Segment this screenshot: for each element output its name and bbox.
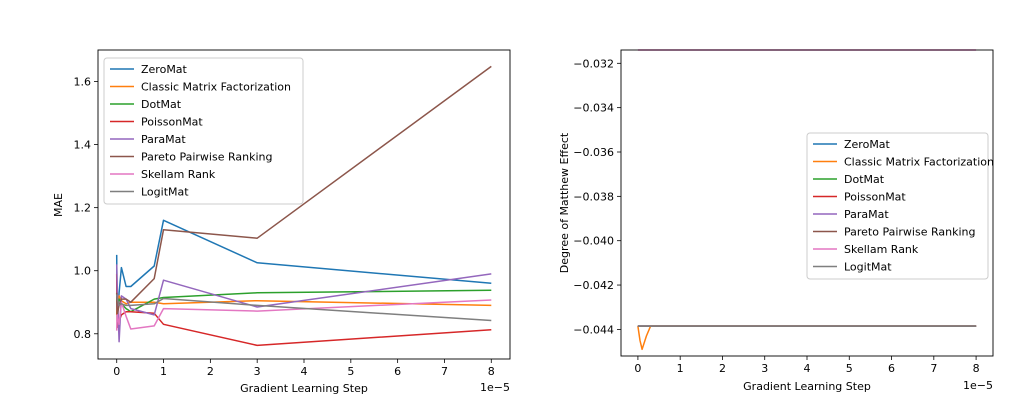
series-line-zeromat xyxy=(115,219,492,322)
y-tick-label: −0.038 xyxy=(573,190,614,203)
legend-box xyxy=(103,57,304,205)
y-tick-label: 1.4 xyxy=(74,139,92,152)
legend-label: Pareto Pairwise Ranking xyxy=(141,151,272,164)
y-tick-label: 0.8 xyxy=(74,328,92,341)
x-tick-label: 4 xyxy=(301,365,308,378)
x-tick-label: 6 xyxy=(394,365,401,378)
x-tick-label: 0 xyxy=(634,362,641,375)
x-tick-label: 1 xyxy=(160,365,167,378)
legend-label: ZeroMat xyxy=(844,138,891,151)
y-tick-label: 1.0 xyxy=(74,265,92,278)
y-tick-label: −0.034 xyxy=(573,102,614,115)
series-line-skellam-rank xyxy=(115,299,492,331)
x-tick-label: 3 xyxy=(761,362,768,375)
x-offset-label: 1e−5 xyxy=(480,381,510,394)
x-offset-label: 1e−5 xyxy=(963,379,993,392)
y-axis-label: MAE xyxy=(52,193,65,217)
y-axis-label: Degree of Matthew Effect xyxy=(558,132,571,273)
mae-chart: 0 1 2 3 4 5 6 7 8 0.8 1.0 1.2 1.4 1.6 1e−5 Gradient L… xyxy=(52,49,511,395)
x-tick-label: 4 xyxy=(804,362,811,375)
x-tick-label: 7 xyxy=(441,365,448,378)
ticks-layer: 0 1 2 3 4 5 6 7 8 0.8 1.0 1.2 1.4 1.6 xyxy=(74,76,495,378)
x-tick-label: 2 xyxy=(719,362,726,375)
series-line-poissonmat xyxy=(115,273,492,347)
legend: ZeroMat Classic Matrix Factorization DotMa… xyxy=(806,132,994,280)
series-line-classic-matrix-factorization xyxy=(637,325,977,351)
matthew-effect-chart: 0 1 2 3 4 5 6 7 8 −0.044 −0.042 −0.040 −0.038 −0.036 −… xyxy=(558,49,994,393)
series-line-pareto-pairwise-ranking xyxy=(115,65,492,316)
legend-box xyxy=(806,132,989,280)
y-tick-label: −0.042 xyxy=(573,279,614,292)
series-layer xyxy=(115,65,492,347)
legend-label: Skellam Rank xyxy=(141,168,216,181)
y-tick-label: −0.036 xyxy=(573,146,614,159)
x-tick-label: 1 xyxy=(677,362,684,375)
series-line-logitmat xyxy=(115,294,492,322)
legend-label: DotMat xyxy=(844,173,885,186)
legend-label: PoissonMat xyxy=(844,191,906,204)
x-tick-label: 0 xyxy=(113,365,120,378)
legend-label: PoissonMat xyxy=(141,116,203,129)
legend-label: DotMat xyxy=(141,98,182,111)
legend-label: LogitMat xyxy=(141,186,189,199)
x-tick-label: 2 xyxy=(207,365,214,378)
legend-label: Classic Matrix Factorization xyxy=(141,81,291,94)
y-tick-label: −0.040 xyxy=(573,235,614,248)
y-tick-label: −0.044 xyxy=(573,323,614,336)
legend-label: LogitMat xyxy=(844,261,892,274)
legend-label: ZeroMat xyxy=(141,63,188,76)
legend-label: Pareto Pairwise Ranking xyxy=(844,226,975,239)
y-tick-label: −0.032 xyxy=(573,57,614,70)
legend-label: ParaMat xyxy=(844,208,889,221)
x-tick-label: 8 xyxy=(488,365,495,378)
x-tick-label: 7 xyxy=(930,362,937,375)
legend-label: Classic Matrix Factorization xyxy=(844,156,994,169)
y-tick-label: 1.6 xyxy=(74,76,92,89)
legend-label: Skellam Rank xyxy=(844,243,919,256)
x-tick-label: 6 xyxy=(888,362,895,375)
x-axis-label: Gradient Learning Step xyxy=(240,382,368,395)
x-tick-label: 5 xyxy=(846,362,853,375)
x-tick-label: 8 xyxy=(973,362,980,375)
x-tick-label: 5 xyxy=(347,365,354,378)
ticks-layer: 0 1 2 3 4 5 6 7 8 −0.044 −0.042 −0.040 −0.038 −0.036 −… xyxy=(573,57,979,375)
x-tick-label: 3 xyxy=(254,365,261,378)
y-tick-label: 1.2 xyxy=(74,202,92,215)
series-line-paramat xyxy=(115,264,492,343)
legend-label: ParaMat xyxy=(141,133,186,146)
x-axis-label: Gradient Learning Step xyxy=(743,380,871,393)
legend: ZeroMat Classic Matrix Factorization DotMa… xyxy=(103,57,304,205)
